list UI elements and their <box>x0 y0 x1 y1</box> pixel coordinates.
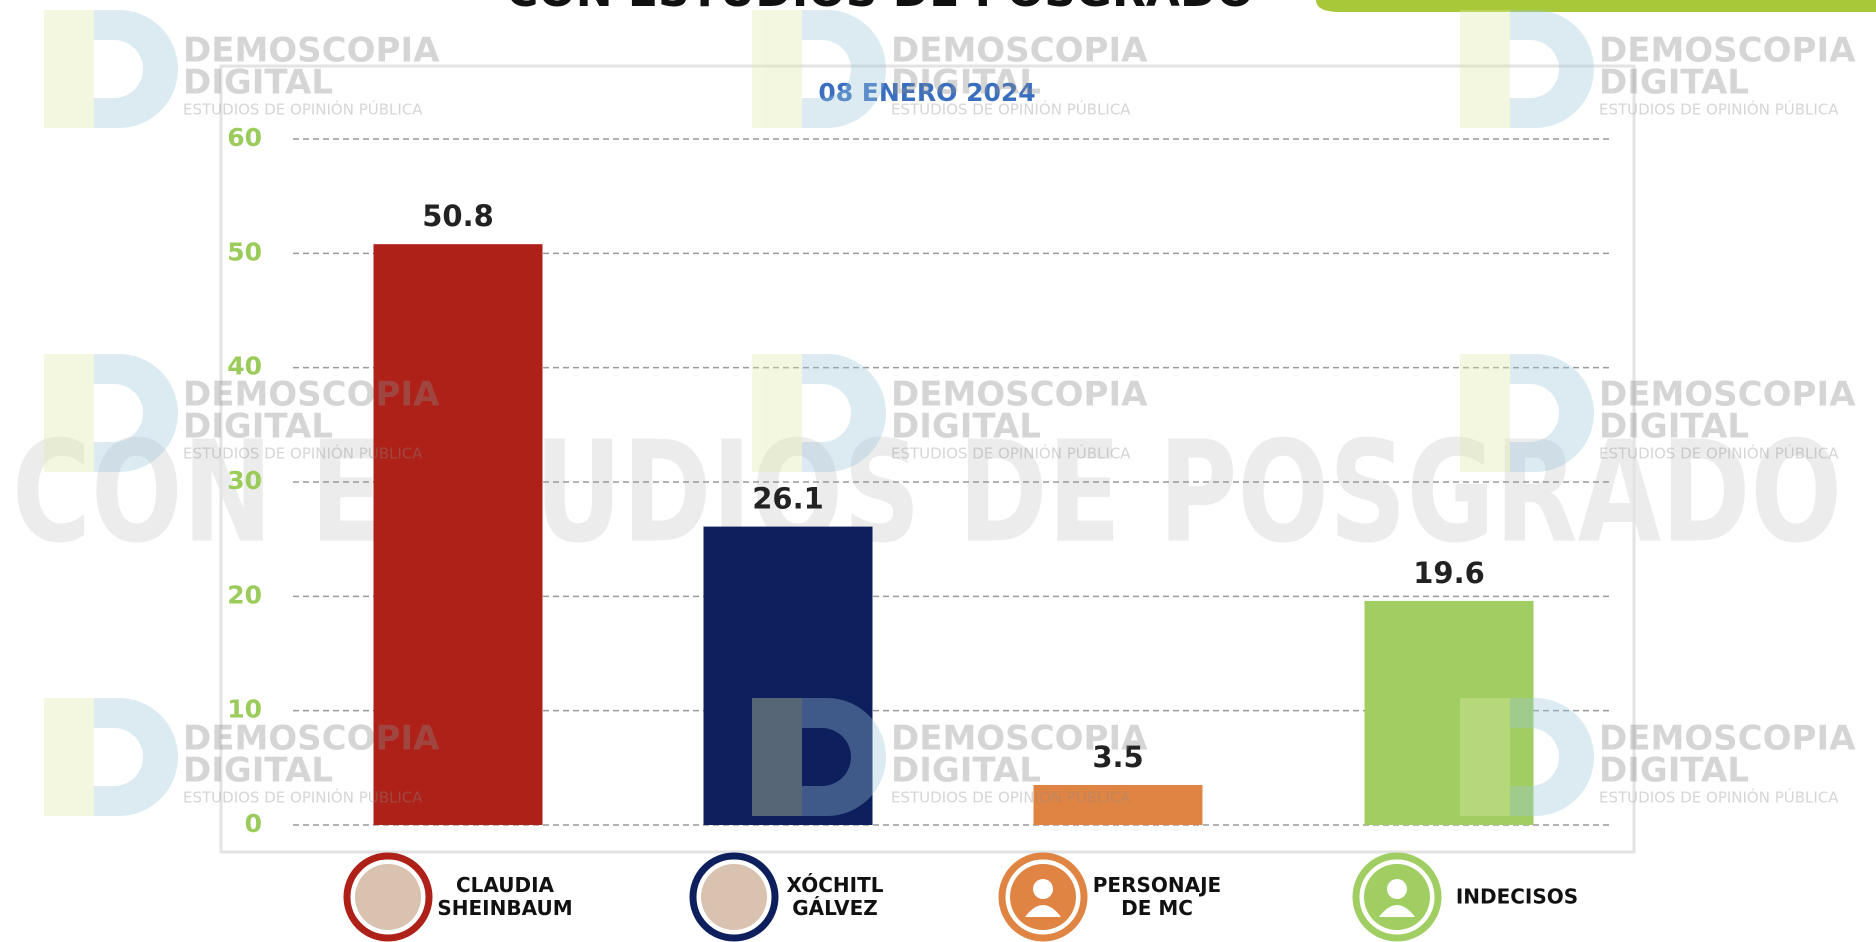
logo-mark <box>752 10 802 128</box>
y-tick-label: 60 <box>227 123 262 152</box>
logo-mark <box>44 354 94 472</box>
value-label: 50.8 <box>422 199 494 233</box>
category-label: XÓCHITL GÁLVEZ <box>767 874 903 920</box>
logo-mark <box>802 10 886 128</box>
logo-tagline: ESTUDIOS DE OPINIÓN PÚBLICA <box>1599 444 1839 463</box>
logo-mark <box>1510 10 1594 128</box>
logo-tagline: ESTUDIOS DE OPINIÓN PÚBLICA <box>183 100 423 119</box>
avatar-face <box>355 864 421 930</box>
logo-mark <box>1460 698 1510 816</box>
y-tick-label: 0 <box>245 809 262 838</box>
logo-mark <box>1460 10 1510 128</box>
page: CON ESTUDIOS DE POSGRADO CON ESTUDIOS DE… <box>0 0 1876 942</box>
logo-tagline: ESTUDIOS DE OPINIÓN PÚBLICA <box>183 788 423 807</box>
y-tick-label: 50 <box>227 237 262 266</box>
logo-brand: DIGITAL <box>1599 407 1749 447</box>
logo-brand: DIGITAL <box>891 751 1041 791</box>
logo-brand: DIGITAL <box>891 63 1041 103</box>
logo-mark <box>94 698 178 816</box>
logo-mark <box>1460 354 1510 472</box>
logo-brand: DIGITAL <box>1599 751 1749 791</box>
corner-band <box>1316 0 1876 12</box>
logo-mark <box>752 354 802 472</box>
logo-brand: DIGITAL <box>183 751 333 791</box>
logo-brand: DIGITAL <box>183 407 333 447</box>
category-label: INDECISOS <box>1449 886 1585 909</box>
logo-mark <box>94 10 178 128</box>
logo-tagline: ESTUDIOS DE OPINIÓN PÚBLICA <box>183 444 423 463</box>
chart-title: CON ESTUDIOS DE POSGRADO <box>506 0 1254 17</box>
logo-mark <box>44 698 94 816</box>
avatar-head <box>1033 879 1053 899</box>
logo-tagline: ESTUDIOS DE OPINIÓN PÚBLICA <box>1599 100 1839 119</box>
logo-tagline: ESTUDIOS DE OPINIÓN PÚBLICA <box>891 444 1131 463</box>
category-label: PERSONAJE DE MC <box>1089 874 1225 920</box>
chart: CON ESTUDIOS DE POSGRADO CON ESTUDIOS DE… <box>0 0 1876 942</box>
logo-brand: DIGITAL <box>1599 63 1749 103</box>
avatar-head <box>1387 879 1407 899</box>
logo-brand: DIGITAL <box>891 407 1041 447</box>
logo-tagline: ESTUDIOS DE OPINIÓN PÚBLICA <box>1599 788 1839 807</box>
logo-tagline: ESTUDIOS DE OPINIÓN PÚBLICA <box>891 788 1131 807</box>
avatar-face <box>701 864 767 930</box>
category-label: CLAUDIA SHEINBAUM <box>437 874 573 920</box>
logo-mark <box>752 698 802 816</box>
value-label: 26.1 <box>752 482 824 516</box>
logo-brand: DIGITAL <box>183 63 333 103</box>
value-label: 19.6 <box>1413 556 1485 590</box>
logo-mark <box>44 10 94 128</box>
y-tick-label: 30 <box>227 466 262 495</box>
y-tick-label: 20 <box>227 580 262 609</box>
logo-tagline: ESTUDIOS DE OPINIÓN PÚBLICA <box>891 100 1131 119</box>
